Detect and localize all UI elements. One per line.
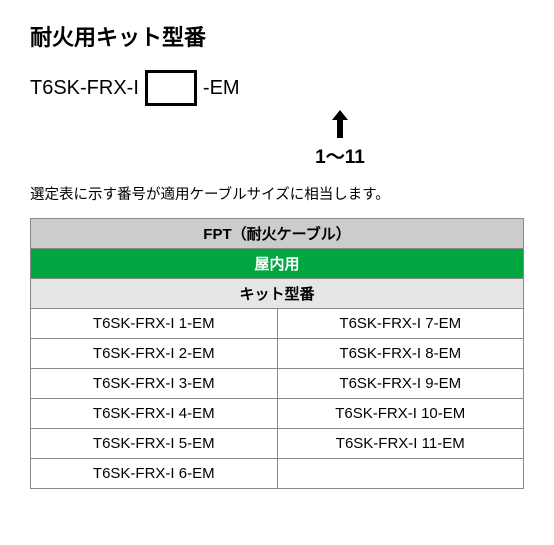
page-title: 耐火用キット型番	[30, 20, 524, 52]
table-row: T6SK-FRX-I 2-EM T6SK-FRX-I 8-EM	[31, 339, 524, 369]
table-cell: T6SK-FRX-I 7-EM	[277, 309, 524, 339]
description-text: 選定表に示す番号が適用ケーブルサイズに相当します。	[30, 183, 524, 204]
table-row: T6SK-FRX-I 3-EM T6SK-FRX-I 9-EM	[31, 369, 524, 399]
table-cell: T6SK-FRX-I 4-EM	[31, 399, 278, 429]
table-header-fpt: FPT（耐火ケーブル）	[31, 219, 524, 249]
table-header-kit: キット型番	[31, 279, 524, 309]
table-row: T6SK-FRX-I 5-EM T6SK-FRX-I 11-EM	[31, 429, 524, 459]
up-arrow-icon	[331, 110, 349, 138]
table-cell: T6SK-FRX-I 5-EM	[31, 429, 278, 459]
kit-table: FPT（耐火ケーブル） 屋内用 キット型番 T6SK-FRX-I 1-EM T6…	[30, 218, 524, 489]
table-cell: T6SK-FRX-I 9-EM	[277, 369, 524, 399]
table-row: T6SK-FRX-I 6-EM	[31, 459, 524, 489]
part-number-pattern: T6SK-FRX-I -EM	[30, 70, 524, 106]
table-cell: T6SK-FRX-I 2-EM	[31, 339, 278, 369]
table-row: T6SK-FRX-I 4-EM T6SK-FRX-I 10-EM	[31, 399, 524, 429]
table-header-indoor: 屋内用	[31, 249, 524, 279]
arrow-annotation: 1～11	[156, 110, 524, 169]
table-cell: T6SK-FRX-I 3-EM	[31, 369, 278, 399]
range-label: 1～11	[315, 142, 365, 169]
table-cell: T6SK-FRX-I 6-EM	[31, 459, 278, 489]
table-cell: T6SK-FRX-I 10-EM	[277, 399, 524, 429]
part-suffix: -EM	[203, 77, 240, 100]
placeholder-box	[145, 70, 197, 106]
table-row: T6SK-FRX-I 1-EM T6SK-FRX-I 7-EM	[31, 309, 524, 339]
table-cell	[277, 459, 524, 489]
part-prefix: T6SK-FRX-I	[30, 77, 139, 100]
table-cell: T6SK-FRX-I 11-EM	[277, 429, 524, 459]
table-cell: T6SK-FRX-I 8-EM	[277, 339, 524, 369]
table-cell: T6SK-FRX-I 1-EM	[31, 309, 278, 339]
